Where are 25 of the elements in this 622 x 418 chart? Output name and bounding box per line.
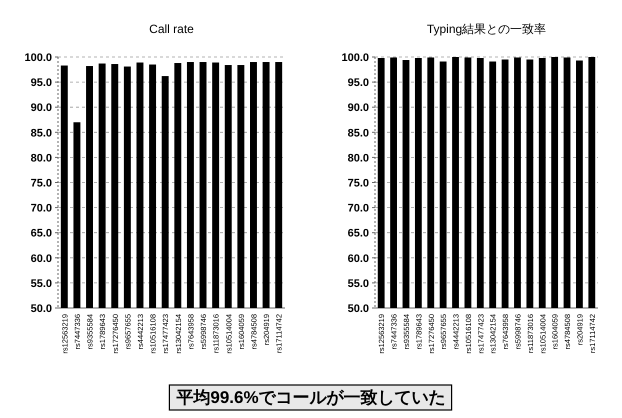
y-tick-label: 80.0 (348, 152, 369, 164)
y-tick-label: 55.0 (30, 278, 52, 290)
y-tick-label: 70.0 (30, 202, 52, 215)
y-tick-label: 60.0 (348, 252, 369, 265)
y-tick-label: 65.0 (30, 228, 52, 240)
y-tick-label: 50.0 (348, 303, 369, 315)
chart-title: Call rate (149, 22, 194, 36)
y-tick-label: 95.0 (30, 77, 52, 90)
y-tick-label: 90.0 (30, 102, 52, 114)
y-tick-label: 75.0 (348, 178, 369, 190)
y-tick-label: 75.0 (30, 178, 52, 190)
y-tick-label: 100.0 (341, 52, 369, 64)
text: 平均99.6%でコールが一致していた (175, 388, 446, 407)
y-tick-label: 70.0 (348, 202, 369, 215)
y-tick-label: 100.0 (24, 52, 52, 64)
chart-title: Typing結果との一致率 (426, 22, 546, 36)
y-tick-label: 60.0 (30, 252, 52, 265)
y-tick-label: 55.0 (348, 278, 369, 290)
y-tick-label: 50.0 (30, 303, 52, 315)
y-tick-label: 80.0 (30, 152, 52, 164)
y-tick-label: 90.0 (348, 102, 369, 114)
y-tick-label: 65.0 (348, 228, 369, 240)
y-tick-label: 85.0 (30, 127, 52, 140)
y-tick-label: 85.0 (348, 127, 369, 140)
y-tick-label: 95.0 (348, 77, 369, 90)
